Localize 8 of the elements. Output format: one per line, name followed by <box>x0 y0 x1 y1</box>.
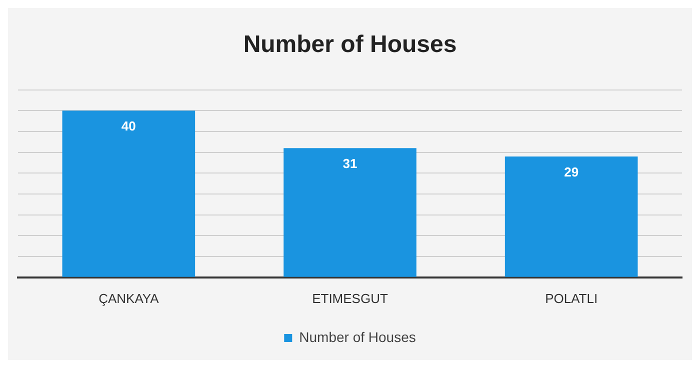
chart-title: Number of Houses <box>243 31 457 58</box>
x-tick-label: ETIMESGUT <box>312 290 388 306</box>
data-label: 29 <box>564 164 579 180</box>
x-tick-label: POLATLI <box>545 290 598 306</box>
x-tick-label: ÇANKAYA <box>98 290 160 306</box>
data-label: 31 <box>342 156 358 172</box>
legend-label: Number of Houses <box>299 328 416 345</box>
data-label: 40 <box>121 118 136 134</box>
